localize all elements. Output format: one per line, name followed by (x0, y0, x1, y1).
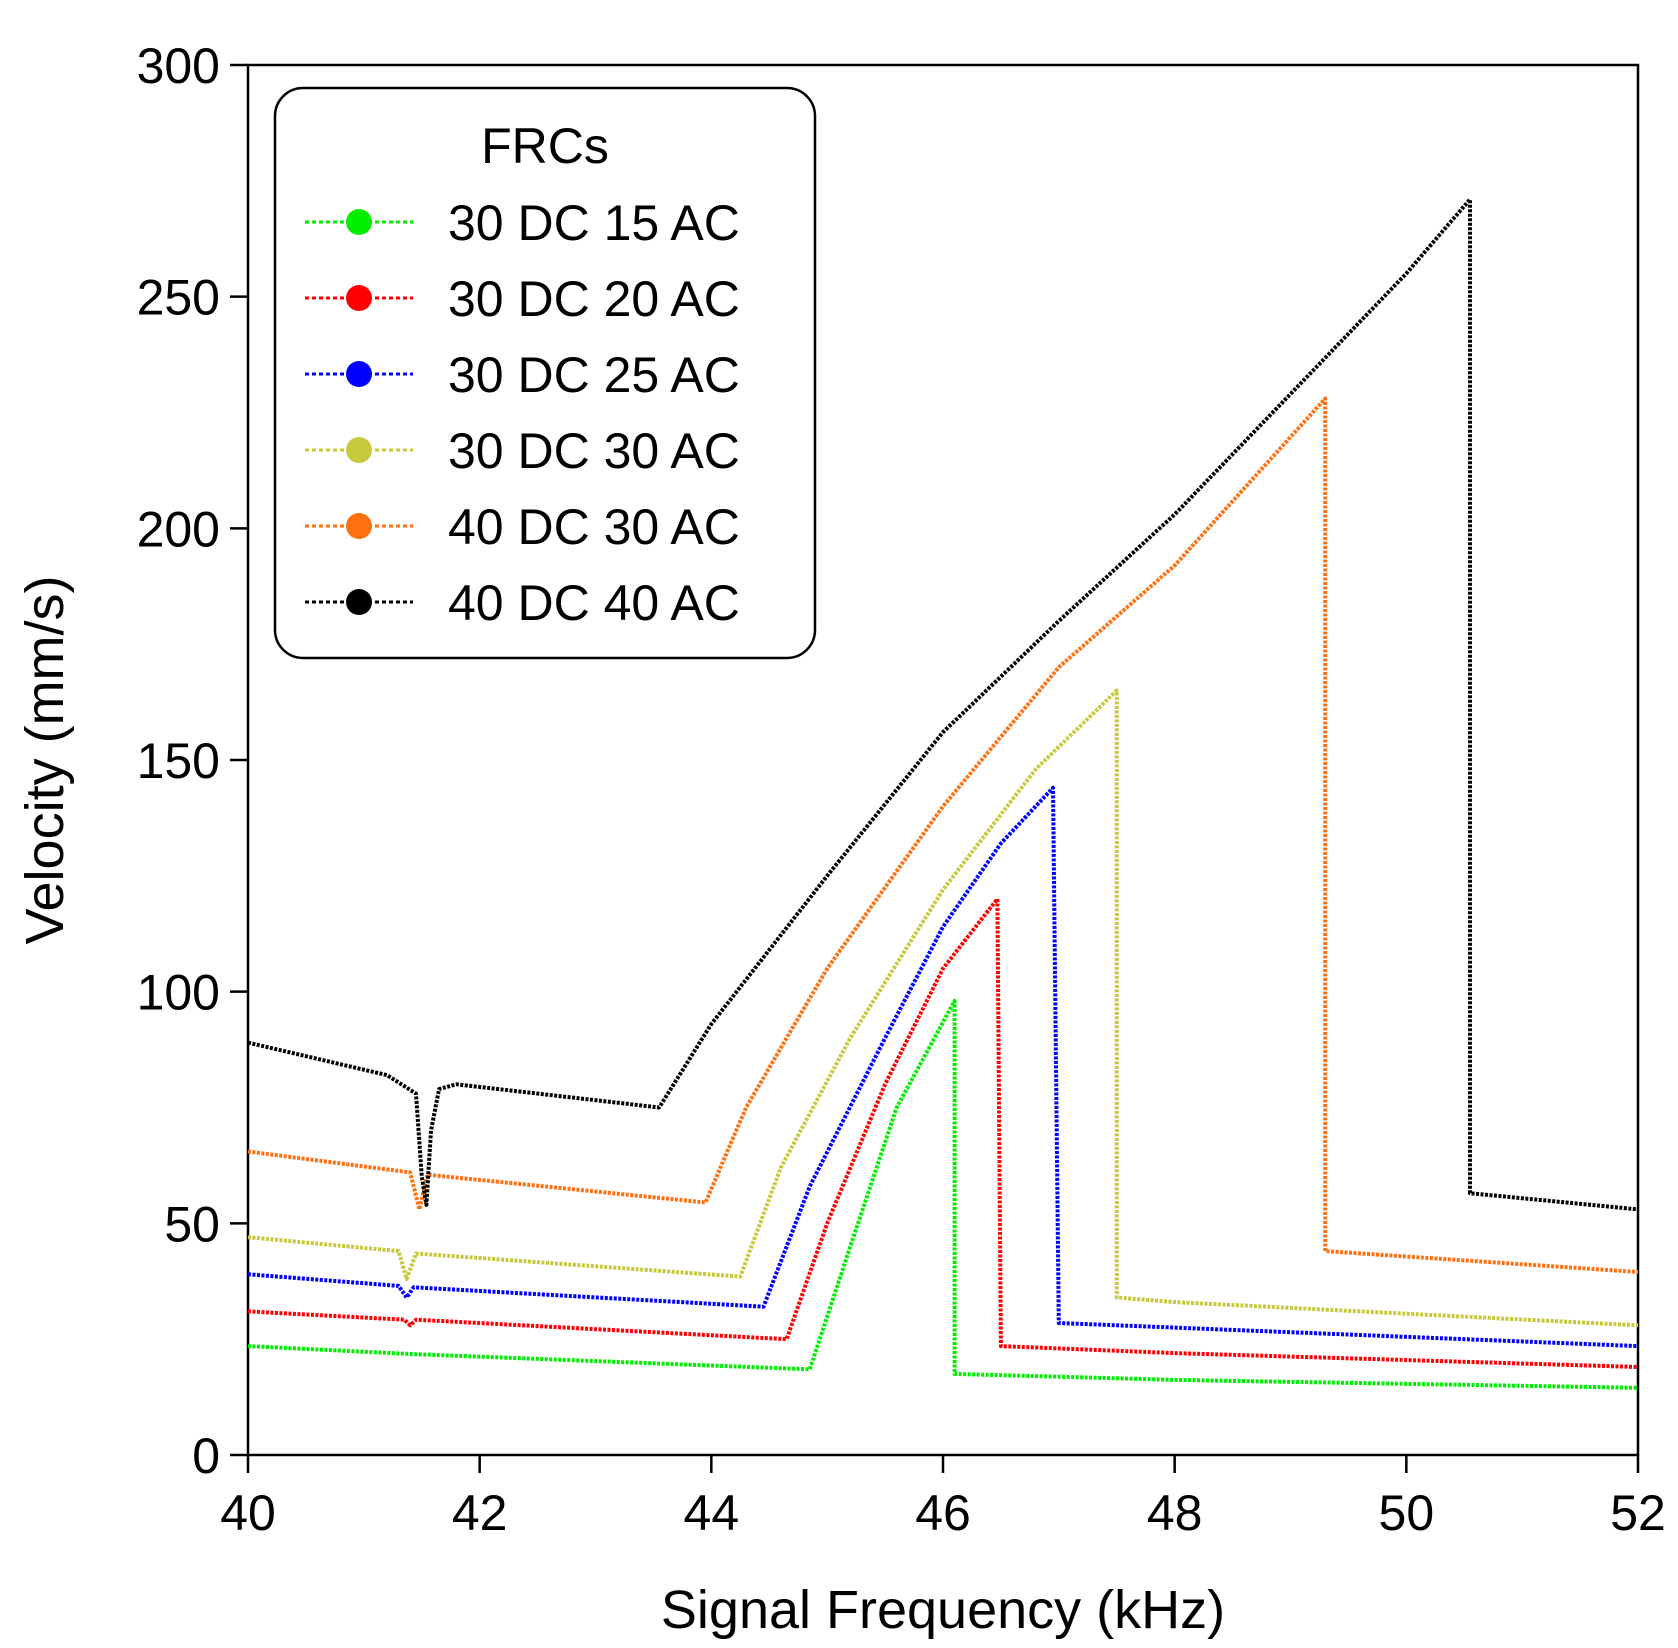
x-tick-label: 46 (915, 1485, 971, 1541)
x-tick-label: 52 (1610, 1485, 1666, 1541)
series-line-4 (247, 396, 1639, 1274)
series-line-2 (247, 785, 1639, 1349)
legend-marker-1 (346, 285, 372, 311)
legend-box (273, 86, 817, 660)
series-layer (247, 197, 1639, 1390)
y-tick-label: 0 (192, 1428, 220, 1484)
legend-label-3: 30 DC 30 AC (448, 423, 740, 479)
y-tick-label: 50 (164, 1196, 220, 1252)
series-line-0 (247, 998, 1639, 1390)
legend-marker-3 (346, 437, 372, 463)
series-line-5 (247, 197, 1639, 1212)
x-axis-title: Signal Frequency (kHz) (661, 1580, 1225, 1640)
x-tick-label: 42 (452, 1485, 508, 1541)
y-tick-label: 200 (137, 501, 220, 557)
y-axis-title: Velocity (mm/s) (15, 575, 75, 944)
x-tick-label: 40 (220, 1485, 276, 1541)
legend-items: 30 DC 15 AC 30 DC 20 AC 30 DC 25 AC 30 DC 3… (305, 195, 740, 631)
x-tick-label: 50 (1379, 1485, 1435, 1541)
x-tick-label: 48 (1147, 1485, 1203, 1541)
x-tick-label: 44 (684, 1485, 740, 1541)
legend-title: FRCs (481, 118, 609, 174)
y-tick-label: 250 (137, 270, 220, 326)
series-line-3 (247, 688, 1639, 1328)
legend-label-4: 40 DC 30 AC (448, 499, 740, 555)
series-line-1 (247, 897, 1639, 1369)
legend-marker-4 (346, 513, 372, 539)
y-tick-label: 100 (137, 965, 220, 1021)
y-tick-label: 150 (137, 733, 220, 789)
legend-label-1: 30 DC 20 AC (448, 271, 740, 327)
legend-label-5: 40 DC 40 AC (448, 575, 740, 631)
legend-marker-5 (346, 589, 372, 615)
y-tick-label: 300 (137, 38, 220, 94)
legend-label-2: 30 DC 25 AC (448, 347, 740, 403)
legend-label-0: 30 DC 15 AC (448, 195, 740, 251)
legend-marker-0 (346, 209, 372, 235)
legend-marker-2 (346, 361, 372, 387)
tick-layer: 40 42 44 46 48 50 52 0 50 100 150 200 250 300 (137, 38, 1666, 1541)
